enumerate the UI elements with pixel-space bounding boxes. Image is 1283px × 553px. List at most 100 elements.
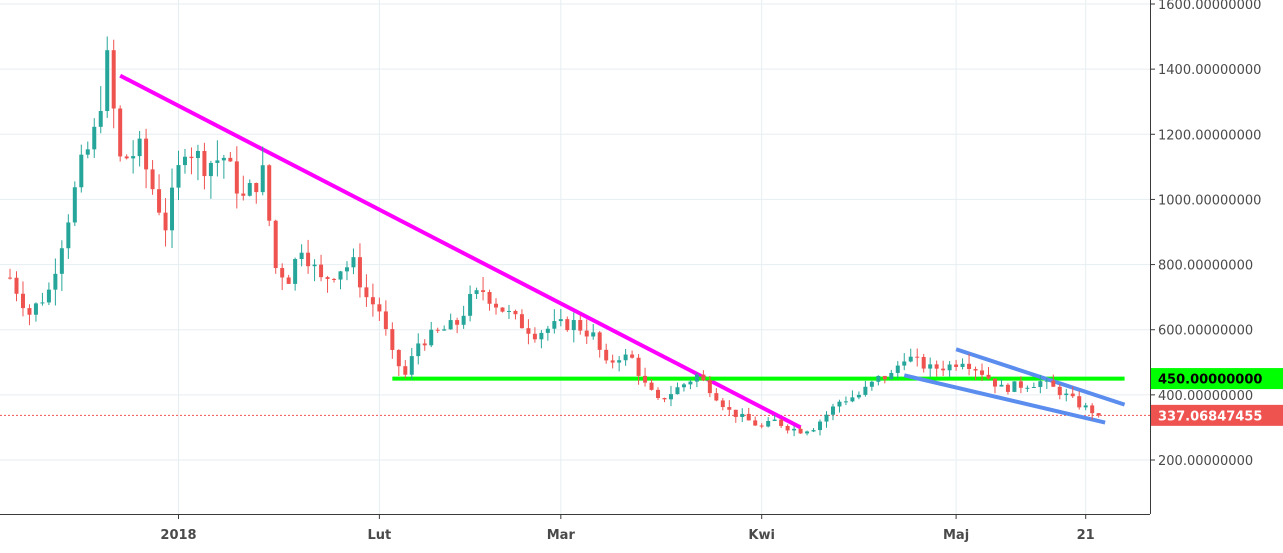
candle-body bbox=[604, 349, 609, 361]
candle-body bbox=[733, 409, 738, 417]
candle-body bbox=[377, 304, 382, 312]
candle-body bbox=[1083, 405, 1088, 408]
x-tick-label: 2018 bbox=[160, 528, 196, 543]
candle-body bbox=[552, 321, 557, 329]
candle-body bbox=[1070, 393, 1075, 397]
candle-body bbox=[33, 303, 38, 315]
candle-body bbox=[234, 161, 239, 194]
candle-body bbox=[409, 356, 414, 375]
trendline-downtrend bbox=[119, 73, 802, 430]
price-tags: 450.00000000 337.06847455 bbox=[1151, 368, 1283, 426]
price-tag-label: 450.00000000 bbox=[1158, 373, 1262, 388]
candle-body bbox=[8, 277, 13, 279]
candle-body bbox=[798, 428, 803, 434]
candle-body bbox=[215, 160, 220, 163]
candle-body bbox=[1044, 380, 1049, 382]
candle-body bbox=[403, 366, 408, 375]
candle-body bbox=[176, 165, 181, 188]
candle-body bbox=[714, 393, 719, 401]
candle-body bbox=[727, 407, 732, 410]
y-tick-label: 1200.00000000 bbox=[1158, 128, 1261, 143]
candle-body bbox=[558, 319, 563, 322]
y-tick-label: 200.00000000 bbox=[1158, 454, 1253, 469]
candle-body bbox=[273, 220, 278, 269]
candle-body bbox=[208, 162, 213, 177]
candle-body bbox=[260, 165, 265, 193]
candle-body bbox=[960, 363, 965, 367]
candle-body bbox=[455, 320, 460, 325]
candle-body bbox=[830, 406, 835, 415]
candle-body bbox=[941, 368, 946, 371]
candle-body bbox=[351, 257, 356, 268]
grid-lines bbox=[0, 0, 1150, 514]
candle-body bbox=[973, 368, 978, 371]
candle-body bbox=[934, 364, 939, 369]
candle-body bbox=[824, 414, 829, 422]
candle-body bbox=[545, 328, 550, 333]
candle-body bbox=[571, 320, 576, 331]
candle-body bbox=[539, 332, 544, 340]
candle-body bbox=[513, 310, 518, 315]
candle-body bbox=[856, 394, 861, 398]
candle-body bbox=[280, 268, 285, 278]
candle-body bbox=[98, 111, 103, 127]
candle-body bbox=[1057, 386, 1062, 396]
candle-body bbox=[694, 374, 699, 382]
candle-body bbox=[617, 360, 622, 363]
x-tick-label: Kwi bbox=[748, 528, 775, 543]
candle-body bbox=[344, 267, 349, 272]
candle-body bbox=[662, 398, 667, 400]
candle-body bbox=[837, 401, 842, 407]
candle-body bbox=[163, 212, 168, 231]
candle-body bbox=[338, 271, 343, 280]
candle-body bbox=[364, 287, 369, 298]
candle-body bbox=[532, 333, 537, 340]
candle-body bbox=[1077, 396, 1082, 408]
candle-body bbox=[182, 156, 187, 166]
candle-body bbox=[1064, 393, 1069, 396]
candle-body bbox=[468, 293, 473, 316]
candle-body bbox=[1051, 380, 1056, 387]
candle-body bbox=[869, 381, 874, 387]
candle-body bbox=[66, 222, 71, 249]
candle-body bbox=[850, 397, 855, 402]
candle-body bbox=[701, 374, 706, 381]
candle-body bbox=[111, 50, 116, 109]
trendline-wedge-lower bbox=[903, 373, 1106, 425]
candle-body bbox=[144, 138, 149, 170]
x-tick-label: Maj bbox=[943, 528, 969, 543]
candle-body bbox=[170, 187, 175, 231]
candle-body bbox=[986, 374, 991, 379]
candle-body bbox=[954, 364, 959, 367]
candle-body bbox=[779, 419, 784, 426]
candle-body bbox=[843, 401, 848, 403]
candle-body bbox=[1096, 413, 1101, 416]
candle-body bbox=[967, 363, 972, 369]
candle-body bbox=[137, 138, 142, 157]
candle-body bbox=[299, 252, 304, 260]
candle-body bbox=[20, 293, 25, 309]
candle-body bbox=[805, 431, 810, 434]
candle-body bbox=[390, 329, 395, 350]
candle-body bbox=[247, 183, 252, 196]
candle-body bbox=[85, 149, 90, 155]
candle-body bbox=[610, 360, 615, 363]
y-tick-label: 1600.00000000 bbox=[1158, 0, 1261, 13]
x-tick-label: Lut bbox=[367, 528, 391, 543]
candle-body bbox=[383, 311, 388, 330]
candle-body bbox=[811, 430, 816, 432]
candle-body bbox=[59, 248, 64, 274]
candle-body bbox=[221, 157, 226, 161]
candle-body bbox=[14, 277, 19, 294]
candle-body bbox=[461, 315, 466, 325]
candle-body bbox=[889, 372, 894, 380]
candle-body bbox=[157, 189, 162, 213]
candle-body bbox=[306, 252, 311, 267]
candle-body bbox=[228, 157, 233, 162]
y-tick-label: 800.00000000 bbox=[1158, 259, 1253, 274]
candle-body bbox=[876, 375, 881, 382]
candle-body bbox=[519, 314, 524, 329]
candle-body bbox=[636, 357, 641, 376]
candle-body bbox=[422, 343, 427, 346]
